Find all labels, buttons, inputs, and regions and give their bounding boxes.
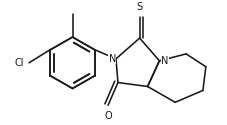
Text: S: S xyxy=(137,2,143,12)
Text: Cl: Cl xyxy=(15,58,24,68)
Text: N: N xyxy=(161,56,169,66)
Text: N: N xyxy=(109,54,116,64)
Text: O: O xyxy=(104,111,112,121)
